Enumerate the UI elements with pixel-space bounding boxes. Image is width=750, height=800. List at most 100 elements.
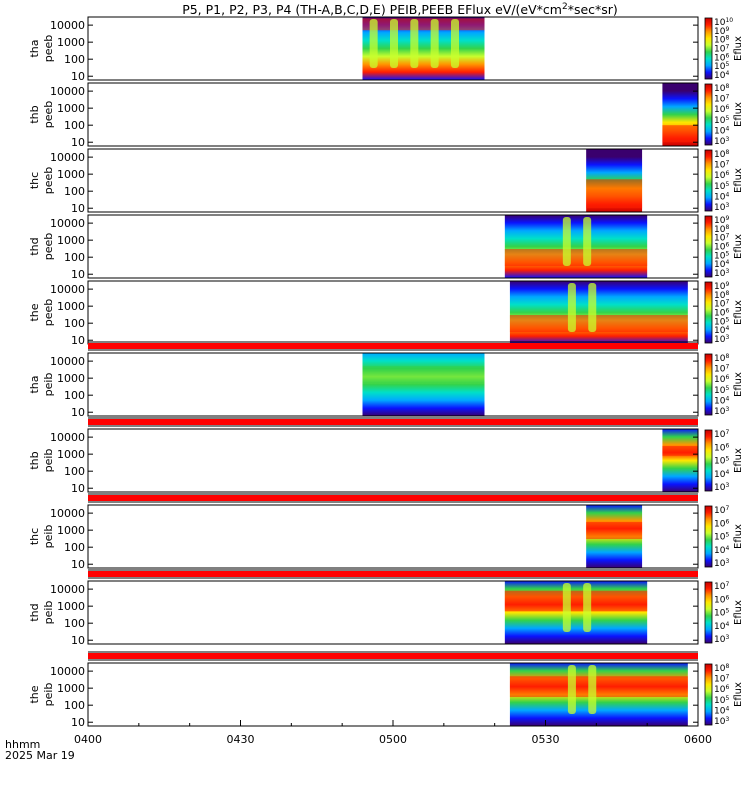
colorbar-tick-label: 108 (714, 35, 729, 46)
panel-species-label: peib (42, 525, 55, 549)
y-tick-label: 100 (64, 465, 85, 478)
burst-stripe (410, 19, 419, 68)
panel-species-label: peib (42, 373, 55, 397)
colorbar-tick-label: 105 (714, 456, 729, 467)
separator-bar (88, 419, 698, 425)
colorbar-tick-label: 105 (714, 695, 729, 706)
colorbar-tick-label: 106 (714, 52, 729, 63)
colorbar-tick-label: 107 (714, 505, 729, 516)
panel-species-label: peeb (42, 101, 55, 129)
panel-tha-peeb: 10000 1000 100 10 tha peeb 1010109108107106105… (28, 16, 744, 83)
colorbar-tick-label: 103 (714, 406, 729, 417)
colorbar-tick-label: 103 (714, 202, 729, 213)
panel-probe-label: tha (28, 375, 41, 393)
separator-bar (88, 343, 698, 349)
panel-probe-label: tha (28, 39, 41, 57)
colorbar (704, 281, 713, 344)
y-tick-label: 1000 (57, 36, 85, 49)
colorbar-label: Eflux (733, 600, 744, 625)
title-main: P5, P1, P2, P3, P4 (TH-A,B,C,D,E) PEIB,P… (182, 2, 562, 17)
burst-stripe (583, 217, 592, 266)
colorbar-tick-label: 107 (714, 581, 729, 592)
colorbar-tick-label: 104 (714, 469, 729, 480)
burst-stripe (588, 283, 597, 332)
y-tick-label: 100 (64, 53, 85, 66)
y-tick-label: 100 (64, 317, 85, 330)
colorbar-tick-label: 105 (714, 608, 729, 619)
y-tick-label: 10000 (50, 283, 85, 296)
figure-title: P5, P1, P2, P3, P4 (TH-A,B,C,D,E) PEIB,P… (182, 2, 618, 17)
title-superscript: 2 (562, 2, 568, 12)
burst-stripe (562, 217, 571, 266)
y-tick-label: 10 (71, 136, 85, 149)
y-tick-label: 10 (71, 334, 85, 347)
y-tick-label: 100 (64, 185, 85, 198)
colorbar-label: Eflux (733, 300, 744, 325)
colorbar-tick-label: 104 (714, 325, 729, 336)
colorbar-tick-label: 109 (714, 26, 729, 37)
panel-thd-peeb: 10000 1000 100 10 thd peeb 1091081071061051041… (28, 214, 744, 281)
panel-probe-label: thb (28, 451, 41, 469)
separator-bar (88, 495, 698, 501)
separator-bar (88, 653, 698, 659)
spectrogram-block (509, 281, 688, 344)
colorbar-label: Eflux (733, 36, 744, 61)
colorbar-tick-label: 109 (714, 215, 729, 226)
panel-probe-label: thc (28, 172, 41, 189)
colorbar-tick-label: 107 (714, 299, 729, 310)
x-axis-corner-label: hhmm (5, 738, 40, 751)
y-tick-label: 1000 (57, 168, 85, 181)
colorbar-tick-label: 107 (714, 94, 729, 105)
colorbar-label: Eflux (733, 682, 744, 707)
y-tick-label: 1000 (57, 600, 85, 613)
colorbar-tick-label: 104 (714, 259, 729, 270)
colorbar-tick-label: 105 (714, 385, 729, 396)
flux-enhancement-band (662, 125, 698, 143)
y-tick-label: 1000 (57, 372, 85, 385)
burst-stripe (369, 19, 378, 68)
y-tick-label: 1000 (57, 524, 85, 537)
date-label: 2025 Mar 19 (5, 749, 75, 762)
colorbar-tick-label: 107 (714, 44, 729, 55)
panel-probe-label: thc (28, 528, 41, 545)
panel-frame (87, 504, 699, 569)
y-tick-label: 10000 (50, 217, 85, 230)
colorbar-tick-label: 106 (714, 308, 729, 319)
y-tick-label: 10 (71, 716, 85, 729)
colorbar-label: Eflux (733, 168, 744, 193)
y-tick-label: 10000 (50, 507, 85, 520)
svg-text:P5, P1, P2, P3, P4 (TH-A,B,C,D: P5, P1, P2, P3, P4 (TH-A,B,C,D,E) PEIB,P… (182, 2, 618, 17)
colorbar-tick-label: 108 (714, 290, 729, 301)
burst-stripe (567, 665, 576, 714)
panel-species-label: peeb (42, 233, 55, 261)
x-tick-label: 0500 (379, 733, 407, 746)
colorbar-tick-label: 106 (714, 374, 729, 385)
colorbar-label: Eflux (733, 448, 744, 473)
colorbar-tick-label: 106 (714, 242, 729, 253)
y-tick-label: 10000 (50, 355, 85, 368)
colorbar-tick-label: 108 (714, 224, 729, 235)
colorbar-tick-label: 104 (714, 395, 729, 406)
red-separator-bars (88, 341, 698, 661)
colorbar-label: Eflux (733, 372, 744, 397)
time-axis: 0400 0430 0500 0530 0600 (74, 720, 712, 746)
colorbar-tick-label: 106 (714, 104, 729, 115)
y-tick-label: 10 (71, 406, 85, 419)
colorbar-tick-label: 104 (714, 125, 729, 136)
panel-species-label: peib (42, 683, 55, 707)
colorbar-tick-label: 103 (714, 268, 729, 279)
colorbar (704, 17, 713, 80)
y-tick-label: 100 (64, 541, 85, 554)
panel-frame (87, 148, 699, 213)
y-tick-label: 10 (71, 202, 85, 215)
y-tick-label: 10000 (50, 583, 85, 596)
colorbar-label: Eflux (733, 234, 744, 259)
y-tick-label: 10000 (50, 665, 85, 678)
panel-probe-label: thb (28, 105, 41, 123)
panel-species-label: peeb (42, 299, 55, 327)
y-tick-label: 10 (71, 70, 85, 83)
colorbar (704, 505, 713, 568)
